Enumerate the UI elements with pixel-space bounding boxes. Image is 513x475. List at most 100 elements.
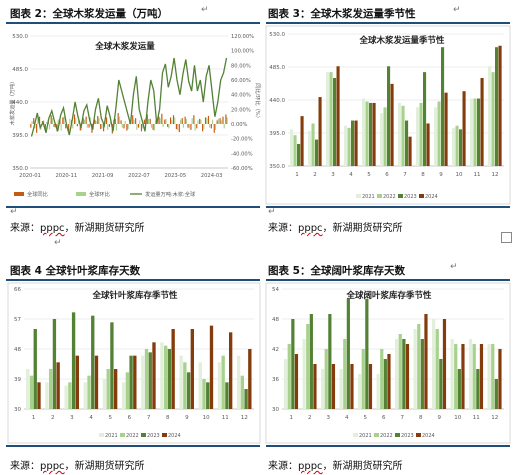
bar-2023-11 bbox=[476, 369, 480, 409]
y-left-tick-label: 530.0 bbox=[12, 34, 28, 40]
source-rule bbox=[266, 206, 510, 208]
x-tick-label: 4 bbox=[345, 415, 349, 421]
bar-mom bbox=[95, 121, 97, 124]
bar-2023-5 bbox=[110, 322, 114, 409]
bar-2024-5 bbox=[368, 364, 373, 409]
x-tick-label: 12 bbox=[241, 415, 248, 421]
bar-yoy bbox=[199, 118, 201, 124]
bar-2022-1 bbox=[29, 375, 34, 409]
bar-2021-7 bbox=[397, 102, 402, 166]
bar-2021-2 bbox=[45, 382, 49, 409]
bar-2022-10 bbox=[455, 125, 459, 166]
x-tick-label: 8 bbox=[421, 172, 425, 178]
bar-yoy bbox=[82, 118, 84, 124]
bar-2024-9 bbox=[190, 329, 194, 409]
legend-swatch bbox=[353, 433, 358, 437]
x-tick-label: 4 bbox=[89, 415, 93, 421]
x-tick-label: 3 bbox=[327, 415, 331, 421]
bar-mom bbox=[209, 124, 211, 128]
bar-2021-9 bbox=[179, 355, 183, 409]
bar-2021-7 bbox=[141, 355, 145, 409]
bar-mom bbox=[203, 124, 205, 130]
legend-label-2023: 2023 bbox=[147, 433, 160, 439]
y-right-tick-label: -40.00% bbox=[231, 151, 253, 157]
source-rule bbox=[266, 445, 510, 447]
bar-yoy bbox=[149, 118, 151, 124]
bar-2024-12 bbox=[498, 45, 502, 166]
bar-2024-12 bbox=[498, 349, 502, 409]
source-label: 来源： bbox=[268, 223, 298, 234]
bar-mom bbox=[101, 124, 103, 129]
x-tick-label: 6 bbox=[128, 415, 132, 421]
chart-title: 全球木浆发运量 bbox=[94, 41, 155, 52]
bar-2022-5 bbox=[106, 369, 110, 409]
bar-mom bbox=[165, 118, 167, 124]
chart-pulp-shipments: 530.0 485.0 440.0 395.0 350.0 120.00% 100.00% 8… bbox=[8, 34, 262, 198]
bar-yoy bbox=[225, 114, 227, 124]
x-tick-label: 10 bbox=[203, 415, 210, 421]
bar-mom bbox=[124, 121, 126, 124]
bar-yoy bbox=[53, 124, 55, 127]
bar-2024-4 bbox=[350, 364, 354, 409]
source-label: 来源： bbox=[268, 461, 298, 472]
x-tick-label: 1 bbox=[295, 172, 299, 178]
bar-mom bbox=[217, 118, 219, 124]
y-tick-label: 30 bbox=[14, 407, 21, 413]
source-line: 来源：pppc，新湖期货研究所 bbox=[268, 457, 403, 472]
source-rule bbox=[6, 206, 260, 208]
x-tick-label: 6 bbox=[382, 415, 386, 421]
y-tick-label: 57 bbox=[14, 317, 21, 323]
bar-mom bbox=[206, 118, 208, 124]
y-right-tick-label: 120.00% bbox=[231, 34, 254, 40]
bar-2021-2 bbox=[302, 339, 306, 409]
bar-yoy bbox=[219, 118, 221, 124]
bar-2023-12 bbox=[244, 389, 248, 409]
paragraph-mark: ↵ bbox=[54, 238, 62, 248]
bar-2021-4 bbox=[83, 382, 87, 409]
bar-2023-2 bbox=[309, 314, 313, 409]
bar-mom bbox=[51, 118, 54, 124]
bar-2023-7 bbox=[402, 339, 406, 409]
bar-yoy bbox=[103, 124, 105, 132]
bar-mom bbox=[78, 120, 80, 124]
bar-2023-7 bbox=[405, 120, 409, 166]
bar-2022-8 bbox=[417, 324, 421, 409]
bar-2024-1 bbox=[294, 354, 299, 409]
legend-swatch bbox=[141, 433, 146, 437]
bar-mom bbox=[171, 120, 173, 124]
y-right-tick-label: 20.00% bbox=[231, 107, 251, 113]
caption-rule bbox=[6, 279, 260, 281]
bar-yoy bbox=[94, 119, 96, 124]
bar-yoy bbox=[152, 124, 154, 130]
x-tick-label: 11 bbox=[473, 415, 480, 421]
bar-2024-9 bbox=[442, 319, 447, 409]
bar-2021-8 bbox=[415, 107, 420, 166]
bar-2021-8 bbox=[413, 329, 417, 409]
y-tick-label: 30 bbox=[272, 407, 279, 413]
bar-yoy bbox=[216, 120, 218, 124]
bar-2023-5 bbox=[369, 102, 373, 166]
bar-2023-10 bbox=[206, 382, 210, 409]
bar-2022-9 bbox=[437, 101, 441, 166]
bar-mom bbox=[118, 116, 120, 124]
bar-mom bbox=[177, 124, 179, 130]
legend-label-2021: 2021 bbox=[105, 433, 118, 439]
bar-2023-4 bbox=[351, 120, 355, 166]
bar-yoy bbox=[132, 115, 134, 124]
legend-label-2024: 2024 bbox=[422, 433, 435, 439]
bar-mom bbox=[75, 118, 77, 124]
chart-title: 全球木浆发运量季节性 bbox=[358, 35, 445, 46]
bar-mom bbox=[162, 124, 164, 127]
bar-2024-8 bbox=[424, 314, 428, 409]
bar-yoy bbox=[164, 119, 166, 124]
bar-yoy bbox=[88, 124, 90, 128]
bar-2023-3 bbox=[328, 314, 332, 409]
source-sep: ， bbox=[322, 461, 333, 472]
y-tick-label: 350.0 bbox=[269, 164, 285, 170]
paragraph-mark: ↵ bbox=[450, 262, 458, 272]
source-org: 新湖期货研究所 bbox=[74, 223, 145, 234]
bar-yoy bbox=[178, 124, 180, 133]
bar-mom bbox=[127, 124, 129, 130]
